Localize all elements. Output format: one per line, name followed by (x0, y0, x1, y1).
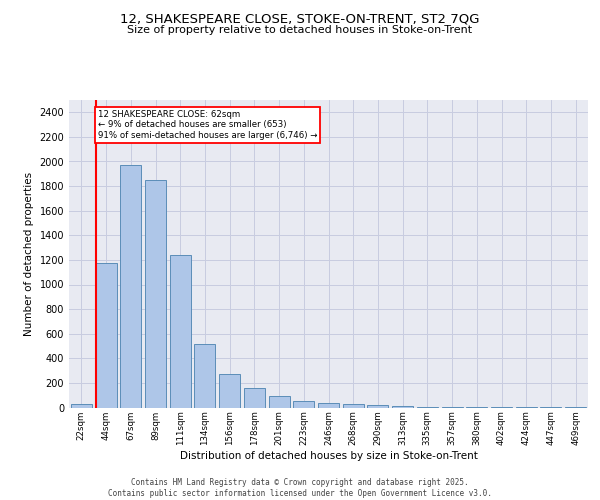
Bar (293, 402, 314, 407)
Bar (491, 407, 512, 408)
Bar (71, 404, 92, 407)
Bar (219, 374, 240, 408)
Bar (565, 407, 586, 408)
Bar (541, 407, 562, 408)
Bar (318, 402, 339, 407)
Bar (95, 263, 116, 408)
X-axis label: Distribution of detached houses by size in Stoke-on-Trent: Distribution of detached houses by size … (179, 450, 478, 460)
Text: Size of property relative to detached houses in Stoke-on-Trent: Size of property relative to detached ho… (127, 25, 473, 35)
Bar (516, 407, 537, 408)
Bar (170, 255, 191, 408)
Bar (417, 407, 438, 408)
Y-axis label: Number of detached properties: Number of detached properties (24, 172, 34, 336)
Bar (442, 407, 463, 408)
Text: Contains HM Land Registry data © Crown copyright and database right 2025.
Contai: Contains HM Land Registry data © Crown c… (108, 478, 492, 498)
Bar (194, 344, 215, 408)
Bar (367, 405, 388, 407)
Bar (244, 388, 265, 407)
Bar (120, 164, 141, 408)
Bar (466, 407, 487, 408)
Bar (392, 406, 413, 407)
Bar (343, 404, 364, 407)
Bar (269, 396, 290, 407)
Text: 12 SHAKESPEARE CLOSE: 62sqm
← 9% of detached houses are smaller (653)
91% of sem: 12 SHAKESPEARE CLOSE: 62sqm ← 9% of deta… (98, 110, 317, 140)
Bar (145, 180, 166, 408)
Text: 12, SHAKESPEARE CLOSE, STOKE-ON-TRENT, ST2 7QG: 12, SHAKESPEARE CLOSE, STOKE-ON-TRENT, S… (120, 12, 480, 26)
